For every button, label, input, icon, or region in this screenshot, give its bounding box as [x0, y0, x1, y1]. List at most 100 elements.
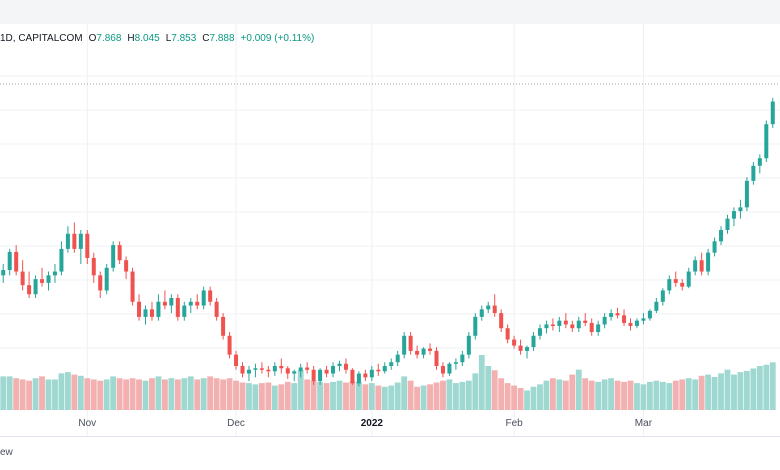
candle-body [641, 318, 646, 321]
candle-body [712, 241, 717, 253]
candle-body [453, 362, 458, 364]
volume-bar [142, 380, 149, 410]
candle-body [363, 373, 368, 378]
volume-bar [724, 369, 731, 410]
toolbar-strip [0, 0, 780, 24]
candle-body [460, 354, 465, 363]
volume-bar [213, 378, 220, 410]
volume-bar [168, 378, 175, 410]
candle-body [706, 252, 711, 272]
volume-bar [601, 379, 608, 410]
candle-body [195, 301, 200, 306]
volume-bar [187, 376, 194, 410]
candle-body [279, 366, 284, 369]
candle-body [117, 245, 122, 261]
volume-bar [517, 388, 524, 410]
candle-body [395, 354, 400, 363]
candle-body [544, 324, 549, 329]
candle-body [130, 271, 135, 302]
volume-bar [271, 385, 278, 410]
volume-bar [556, 379, 563, 410]
candle-body [46, 275, 51, 283]
candle-body [654, 301, 659, 311]
candle-body [331, 366, 336, 374]
volume-bar [562, 380, 569, 410]
volume-bar [750, 368, 757, 410]
candle-body [7, 251, 12, 271]
candle-body [298, 367, 303, 372]
volume-bar [485, 366, 492, 410]
open-value: 7.868 [96, 33, 122, 44]
candle-body [744, 180, 749, 208]
candle-body [622, 315, 627, 323]
volume-bar [291, 383, 298, 410]
candle-body [382, 366, 387, 372]
volume-bar [524, 390, 530, 410]
candle-body [537, 328, 542, 336]
volume-bar [233, 380, 239, 410]
candle-body [318, 369, 323, 382]
volume-bar [207, 376, 214, 410]
candle-body [686, 271, 691, 287]
volume-bar [84, 378, 91, 410]
volume-bar [549, 378, 556, 410]
candle-body [583, 320, 588, 323]
candle-body [699, 260, 704, 272]
candle-body [512, 339, 517, 346]
candle-body [525, 347, 530, 351]
candle-body [738, 207, 743, 212]
volume-bar [543, 380, 550, 410]
candle-body [693, 260, 698, 272]
candle-body [415, 350, 420, 355]
candle-body [602, 316, 607, 325]
volume-bar [427, 384, 433, 410]
volume-bar [343, 382, 349, 410]
candle-body [214, 301, 219, 317]
volume-bar [769, 362, 776, 410]
volume-bar [349, 381, 356, 410]
volume-bar [381, 386, 388, 410]
volume-bar [304, 379, 311, 410]
volume-bar [472, 373, 479, 410]
change-value: +0.009 (+0.11%) [240, 33, 315, 44]
candle-body [246, 369, 251, 374]
candle-body [33, 279, 38, 295]
volume-bar [672, 380, 679, 410]
candle-body [731, 211, 736, 219]
volume-bar [420, 385, 427, 410]
candle-body [499, 313, 504, 329]
volume-bar [659, 381, 666, 410]
candle-body [434, 350, 439, 366]
ohlc-legend: 1D, CAPITALCOM O 7.868 H 8.045 L 7.853 C… [0, 33, 314, 47]
candle-body [91, 257, 96, 276]
candle-body [634, 320, 639, 326]
candle-body [421, 348, 426, 355]
volume-bar [498, 378, 505, 410]
candle-body [259, 368, 264, 370]
volume-bar [763, 364, 770, 410]
volume-bar [155, 376, 162, 410]
candle-body [78, 233, 83, 249]
volume-bar [588, 380, 595, 410]
volume-bar [731, 374, 737, 410]
candle-body [660, 290, 665, 302]
volume-bar [446, 379, 453, 410]
volume-bar [77, 375, 84, 410]
candle-body [337, 363, 342, 366]
x-tick-label: Feb [505, 418, 523, 429]
volume-bar [13, 378, 20, 410]
candle-body [85, 233, 90, 258]
candle-body [492, 305, 497, 314]
open-label: O [88, 33, 97, 44]
candle-body [221, 316, 226, 336]
candle-body [234, 354, 239, 366]
volume-bar [575, 369, 582, 410]
volume-bar [627, 380, 634, 410]
candle-body [531, 335, 536, 348]
volume-bar [491, 370, 498, 410]
time-axis-separator [0, 436, 780, 437]
volume-bar [452, 383, 459, 410]
candle-body [1, 270, 6, 276]
